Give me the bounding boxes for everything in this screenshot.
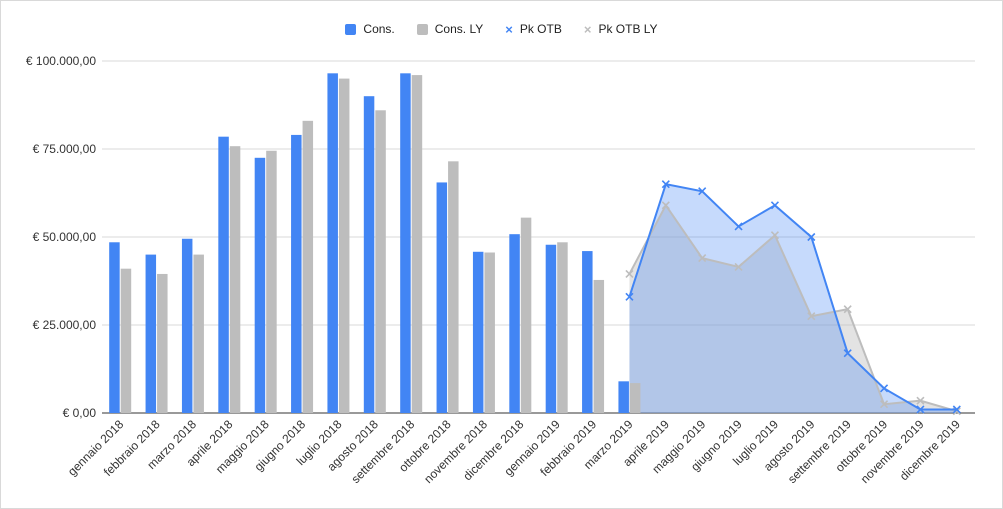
y-tick-label: € 75.000,00 <box>33 142 97 156</box>
bar <box>229 146 241 413</box>
legend-marker-pk-otb: × <box>505 21 513 37</box>
legend-swatch-cons-ly <box>416 23 428 35</box>
bar <box>338 78 350 413</box>
area-3 <box>629 205 957 413</box>
point-marker <box>734 222 743 231</box>
point-marker <box>879 384 889 393</box>
legend-item-cons-ly[interactable]: Cons. LY <box>416 22 484 36</box>
bar <box>254 157 266 413</box>
bar <box>302 120 314 413</box>
point-marker <box>843 305 852 314</box>
point-marker <box>916 405 925 414</box>
series-line <box>628 183 957 411</box>
bar <box>484 252 495 413</box>
y-tick-label: € 100.000,00 <box>26 54 96 68</box>
bar <box>181 238 193 413</box>
legend-swatch-cons <box>345 23 357 35</box>
y-tick-label: € 25.000,00 <box>33 318 97 332</box>
series-line <box>628 203 958 413</box>
point-marker <box>661 201 670 210</box>
legend-item-cons[interactable]: Cons. <box>345 22 395 36</box>
bar <box>520 217 532 413</box>
legend-label-cons: Cons. <box>363 22 395 36</box>
bar <box>545 244 557 413</box>
bar <box>109 242 120 413</box>
point-marker <box>770 201 780 210</box>
bar <box>291 134 302 414</box>
bar <box>375 110 386 413</box>
bar <box>472 251 484 413</box>
x-tick-label: settembre 2019 <box>785 417 854 486</box>
legend-item-pk-otb[interactable]: × Pk OTB <box>505 22 562 36</box>
legend-item-pk-otb-ly[interactable]: × Pk OTB LY <box>584 22 658 36</box>
point-marker <box>734 262 743 271</box>
bar <box>145 254 157 413</box>
legend-label-pk-otb-ly: Pk OTB LY <box>598 22 658 36</box>
bar <box>629 383 641 413</box>
legend-label-pk-otb: Pk OTB <box>519 22 562 36</box>
bar <box>411 75 423 413</box>
bar <box>557 242 568 413</box>
bar <box>436 182 448 413</box>
point-marker <box>770 231 780 240</box>
y-tick-label: € 0,00 <box>63 406 97 420</box>
chart-legend: Cons. Cons. LY × Pk OTB × Pk OTB LY <box>0 22 1003 36</box>
x-tick-label: novembre 2018 <box>421 417 490 486</box>
point-marker <box>661 180 670 189</box>
area-2 <box>629 184 957 413</box>
bar <box>157 273 168 413</box>
point-marker <box>698 187 707 196</box>
bar <box>509 234 520 413</box>
point-marker <box>843 349 852 358</box>
point-marker <box>625 292 634 301</box>
bar <box>582 251 593 413</box>
bar <box>400 73 411 413</box>
bar <box>327 73 338 413</box>
legend-marker-pk-otb-ly: × <box>583 21 592 37</box>
x-tick-label: novembre 2019 <box>858 417 927 486</box>
legend-label-cons-ly: Cons. LY <box>434 22 484 36</box>
point-marker <box>625 269 634 279</box>
point-marker <box>807 312 816 321</box>
point-marker <box>698 254 707 263</box>
y-tick-label: € 50.000,00 <box>33 230 97 244</box>
point-marker <box>916 396 925 405</box>
point-marker <box>952 405 961 414</box>
bar <box>218 136 229 413</box>
bar <box>618 381 629 413</box>
x-tick-label: settembre 2018 <box>348 417 417 486</box>
bar <box>363 96 375 413</box>
bar <box>193 254 204 413</box>
bar <box>266 150 277 413</box>
point-marker <box>807 232 816 242</box>
bar <box>120 268 132 413</box>
bar <box>593 279 605 413</box>
bar <box>448 161 459 413</box>
point-marker <box>879 400 889 409</box>
